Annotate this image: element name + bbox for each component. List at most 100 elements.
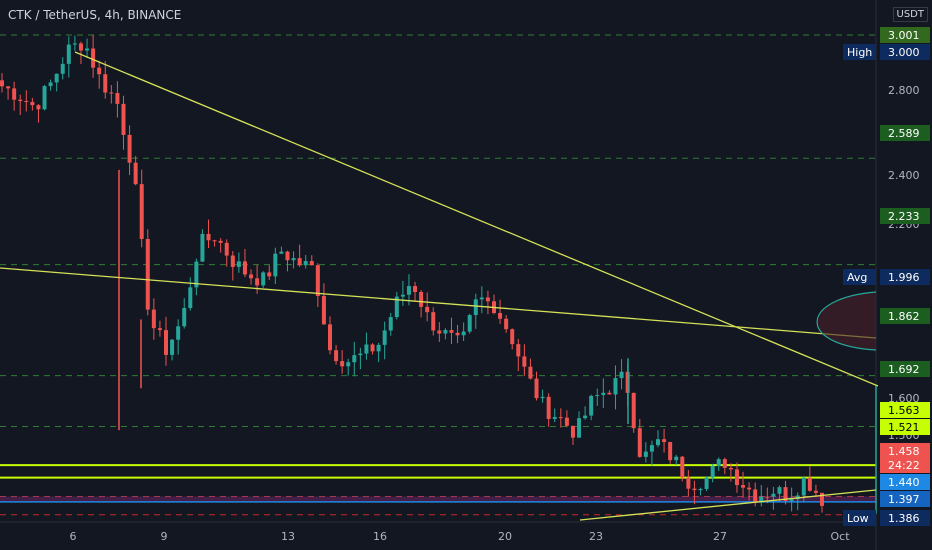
- candle-body: [72, 43, 77, 45]
- candle-body: [704, 477, 709, 489]
- price-marker-2: [880, 125, 930, 141]
- candle-body: [662, 439, 667, 443]
- candle-body: [261, 272, 266, 286]
- candle-body: [722, 459, 727, 468]
- candle-body: [352, 355, 357, 363]
- candle-body: [789, 499, 794, 502]
- candle-body: [455, 332, 460, 336]
- candle-body: [734, 469, 739, 486]
- candle-body: [425, 306, 430, 313]
- trendline-1: [0, 267, 877, 339]
- candle-body: [643, 451, 648, 457]
- candle-body: [449, 330, 454, 333]
- x-tick-label-7: Oct: [830, 530, 850, 543]
- x-tick-label-6: 27: [713, 530, 727, 543]
- trendline-0: [74, 51, 879, 387]
- candle-body: [400, 294, 405, 297]
- candle-body: [813, 490, 818, 493]
- candle-body: [510, 329, 515, 345]
- candle-body: [759, 496, 764, 503]
- candle-body: [85, 48, 90, 51]
- candle-body: [164, 330, 168, 355]
- candle-body: [315, 265, 320, 297]
- candle-body: [236, 261, 241, 267]
- price-marker-10: [880, 457, 930, 473]
- chart-title: CTK / TetherUS, 4h, BINANCE: [8, 8, 182, 22]
- candle-body: [504, 318, 509, 330]
- price-marker-label-13: Low: [847, 512, 869, 525]
- candle-body: [783, 487, 788, 502]
- candle-body: [552, 417, 557, 419]
- candle-body: [340, 361, 345, 367]
- candle-body: [0, 80, 4, 87]
- candle-body: [637, 428, 642, 457]
- candle-body: [807, 477, 812, 491]
- candle-body: [728, 467, 733, 470]
- candle-body: [534, 378, 539, 399]
- candle-body: [607, 392, 612, 395]
- candle-body: [698, 488, 703, 491]
- candle-body: [297, 258, 302, 266]
- price-marker-value-12: 1.397: [888, 493, 920, 506]
- candle-body: [206, 233, 211, 241]
- price-marker-value-2: 2.589: [888, 127, 920, 140]
- candle-body: [18, 99, 23, 102]
- candle-body: [133, 162, 138, 185]
- price-marker-value-5: 1.862: [888, 310, 920, 323]
- candle-body: [224, 242, 229, 256]
- price-marker-12: [880, 491, 930, 507]
- candle-body: [12, 88, 17, 100]
- price-marker-tag-1: [843, 44, 876, 60]
- candle-body: [139, 184, 144, 239]
- candle-body: [48, 82, 53, 87]
- candle-body: [36, 105, 41, 110]
- candle-body: [710, 466, 715, 478]
- candle-body: [801, 477, 806, 496]
- price-marker-3: [880, 208, 930, 224]
- x-tick-label-3: 16: [373, 530, 387, 543]
- price-marker-tag-13: [843, 510, 876, 526]
- candle-body: [6, 86, 11, 89]
- candle-body: [309, 261, 314, 266]
- currency-button[interactable]: USDT: [892, 7, 928, 22]
- candle-body: [42, 86, 47, 110]
- candle-body: [176, 326, 181, 340]
- candle-body: [765, 496, 770, 498]
- candle-body: [242, 261, 247, 275]
- candle-body: [419, 291, 424, 307]
- candle-body: [406, 286, 411, 295]
- candle-body: [388, 317, 393, 331]
- candle-body: [753, 489, 758, 503]
- candle-body: [182, 308, 187, 327]
- candle-body: [741, 485, 746, 488]
- candle-body: [273, 253, 278, 277]
- candle-body: [516, 344, 521, 357]
- price-marker-5: [880, 308, 930, 324]
- candle-body: [522, 356, 527, 367]
- candle-body: [747, 487, 752, 490]
- price-marker-4: [880, 269, 930, 285]
- price-marker-0: [880, 27, 930, 43]
- price-marker-13: [880, 510, 930, 526]
- candle-body: [157, 328, 162, 331]
- candle-body: [485, 297, 490, 302]
- price-marker-8: [880, 419, 930, 435]
- price-marker-value-3: 2.233: [888, 210, 920, 223]
- candle-body: [583, 415, 588, 419]
- candle-body: [54, 73, 59, 83]
- candle-body: [145, 238, 150, 310]
- candle-body: [321, 296, 326, 325]
- candle-body: [461, 331, 466, 336]
- y-tick-label-3: 1.600: [888, 392, 920, 405]
- price-marker-11: [880, 474, 930, 490]
- candle-body: [78, 43, 83, 51]
- candle-body: [376, 344, 381, 352]
- price-marker-value-0: 3.001: [888, 29, 920, 42]
- candle-body: [218, 240, 223, 243]
- price-marker-7: [880, 402, 930, 418]
- candle-body: [674, 456, 679, 461]
- candle-body: [668, 442, 673, 461]
- candle-body: [370, 344, 375, 352]
